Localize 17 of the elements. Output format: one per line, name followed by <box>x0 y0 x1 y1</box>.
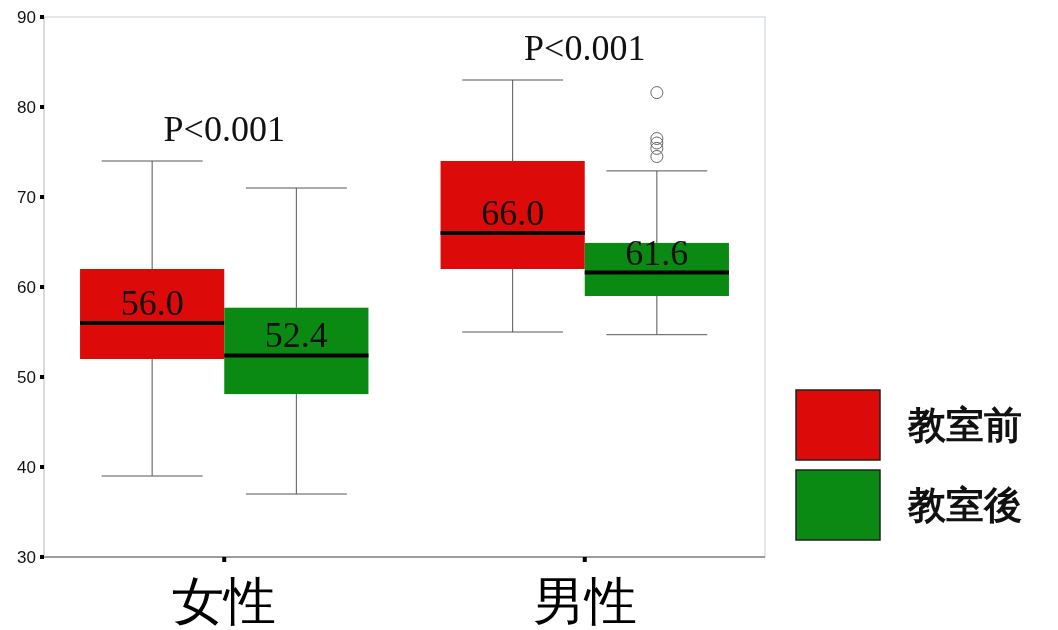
text: 52.4 <box>264 315 328 356</box>
annotation: P<0.001 <box>163 109 285 149</box>
text: 61.6 <box>625 232 689 273</box>
y-tick-label: 30 <box>17 548 36 567</box>
y-tick-label: 90 <box>17 8 36 27</box>
annotation: P<0.001 <box>524 28 646 68</box>
text: 56.0 <box>120 283 184 323</box>
text: 66.0 <box>481 193 545 233</box>
y-tick-label: 40 <box>17 458 36 477</box>
x-tick-label: 女性 <box>172 572 277 630</box>
x-tick-label: 男性 <box>532 572 637 630</box>
legend-label: 教室後 <box>907 484 1022 526</box>
y-tick-label: 80 <box>17 98 36 117</box>
y-tick-label: 50 <box>17 368 36 387</box>
y-tick-label: 70 <box>17 188 36 207</box>
legend-label: 教室前 <box>907 404 1022 446</box>
y-tick-label: 60 <box>17 278 36 297</box>
